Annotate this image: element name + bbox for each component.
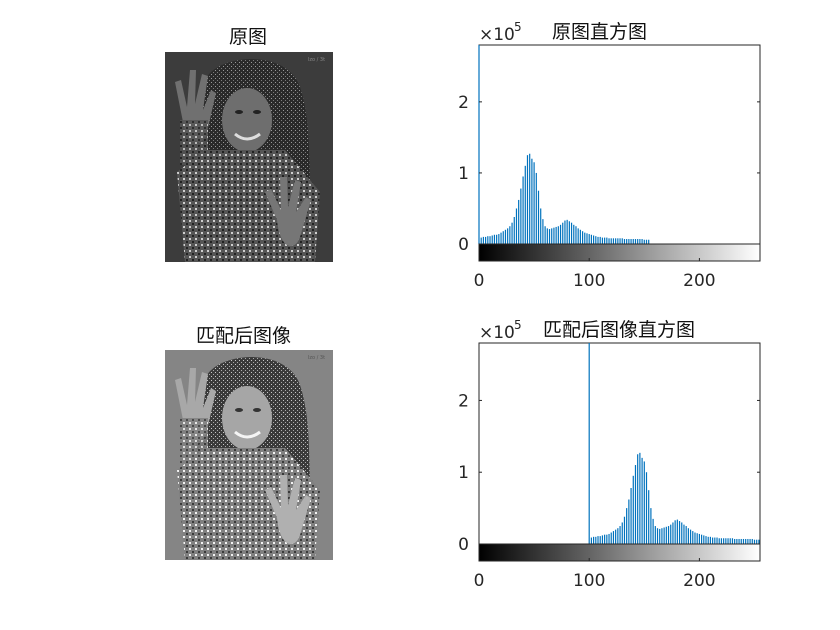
matched-image: lzo / 3t [165, 350, 333, 560]
matched-watermark: lzo / 3t [308, 355, 325, 361]
x-tick-label: 200 [683, 571, 715, 591]
exponent-label: ×10 [479, 323, 515, 343]
x-tick-label: 100 [573, 571, 605, 591]
x-tick-label: 200 [683, 271, 715, 291]
histogram-1: 0 100 200 0 1 2 ×10 5 匹配后图像直方图 [458, 318, 761, 591]
x-tick-label: 0 [474, 571, 485, 591]
matched-photo-drawing: lzo / 3t [165, 350, 333, 560]
chart-title: 原图直方图 [552, 21, 647, 43]
matched-image-title: 匹配后图像 [196, 325, 292, 347]
y-tick-label: 0 [458, 535, 469, 555]
original-watermark: lzo / 3t [308, 57, 325, 63]
y-tick-label: 1 [458, 164, 469, 184]
y-tick-label: 0 [458, 235, 469, 255]
original-image-title: 原图 [229, 26, 268, 48]
exponent-power: 5 [514, 20, 522, 34]
y-tick-label: 2 [458, 391, 469, 411]
exponent-label: ×10 [479, 25, 515, 45]
x-tick-label: 0 [474, 271, 485, 291]
original-image: lzo / 3t [165, 52, 333, 262]
chart-title: 匹配后图像直方图 [543, 319, 695, 341]
exponent-power: 5 [514, 318, 522, 332]
grayscale-colorbar [478, 243, 761, 262]
x-tick-label: 100 [573, 271, 605, 291]
y-tick-label: 2 [458, 93, 469, 113]
y-tick-label: 1 [458, 463, 469, 483]
histogram-0: 0 100 200 0 1 2 ×10 5 原图直方图 [458, 20, 761, 291]
original-photo-drawing: lzo / 3t [165, 52, 333, 262]
axes-box [478, 342, 761, 545]
grayscale-colorbar [478, 543, 761, 562]
